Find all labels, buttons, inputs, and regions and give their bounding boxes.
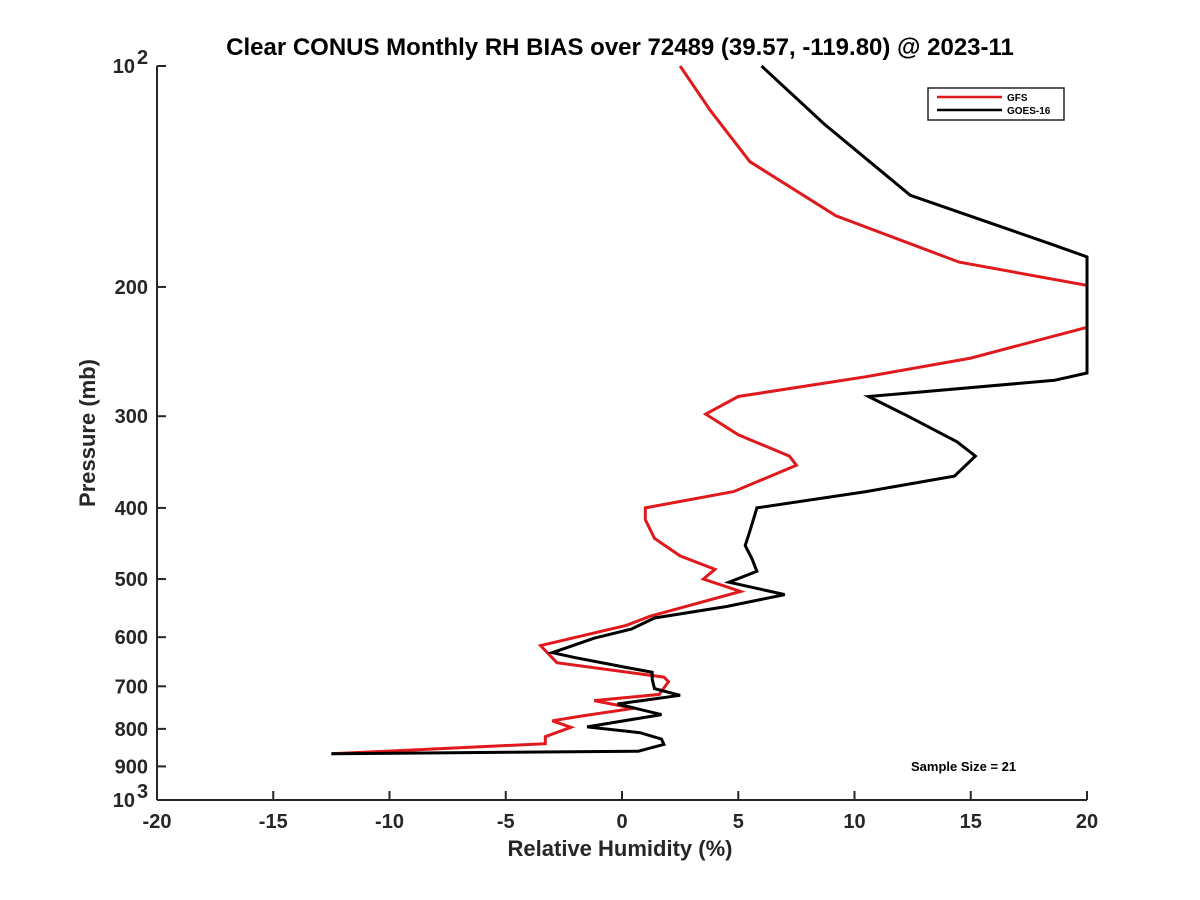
x-ticks: -20 -15 -10 -5 0 5 10 15 20 bbox=[143, 791, 1098, 833]
chart-title: Clear CONUS Monthly RH BIAS over 72489 (… bbox=[226, 34, 1014, 61]
y-tick-label: 300 bbox=[115, 406, 148, 428]
x-tick-label: 5 bbox=[733, 811, 744, 833]
series-line-gfs bbox=[331, 65, 1089, 756]
x-tick-label: 10 bbox=[843, 811, 865, 833]
x-tick-label: -15 bbox=[259, 811, 288, 833]
y-tick-label: 200 bbox=[115, 277, 148, 299]
x-axis-label: Relative Humidity (%) bbox=[508, 836, 733, 861]
y-tick-label: 900 bbox=[115, 756, 148, 778]
y-tick-exponent: 3 bbox=[137, 781, 148, 803]
series-line-goes-16 bbox=[331, 64, 1089, 756]
y-tick-base: 10 bbox=[113, 790, 135, 812]
legend-label-goes16: GOES-16 bbox=[1007, 106, 1051, 117]
y-tick-label-power: 10 bbox=[113, 56, 135, 78]
x-tick-label: -20 bbox=[143, 811, 172, 833]
y-tick-label-power: 10 bbox=[113, 790, 135, 812]
x-tick-label: 20 bbox=[1076, 811, 1098, 833]
sample-size-annotation: Sample Size = 21 bbox=[911, 759, 1016, 774]
x-tick-label: 15 bbox=[960, 811, 982, 833]
y-tick-label: 800 bbox=[115, 719, 148, 741]
series-group bbox=[331, 64, 1089, 756]
y-tick-label: 600 bbox=[115, 627, 148, 649]
legend: GFS GOES-16 bbox=[927, 87, 1065, 121]
y-tick-base: 10 bbox=[113, 56, 135, 78]
y-axis-label: Pressure (mb) bbox=[75, 359, 100, 507]
x-tick-label: -10 bbox=[375, 811, 404, 833]
y-tick-label: 400 bbox=[115, 498, 148, 520]
y-tick-exponent: 2 bbox=[137, 47, 148, 69]
y-tick-label: 700 bbox=[115, 676, 148, 698]
x-tick-label: 0 bbox=[616, 811, 627, 833]
y-tick-label: 500 bbox=[115, 569, 148, 591]
legend-label-gfs: GFS bbox=[1007, 93, 1028, 104]
legend-box bbox=[927, 87, 1065, 121]
x-tick-label: -5 bbox=[497, 811, 515, 833]
